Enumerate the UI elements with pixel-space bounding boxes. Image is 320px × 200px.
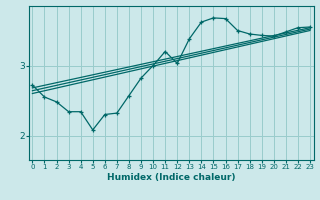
X-axis label: Humidex (Indice chaleur): Humidex (Indice chaleur) xyxy=(107,173,236,182)
